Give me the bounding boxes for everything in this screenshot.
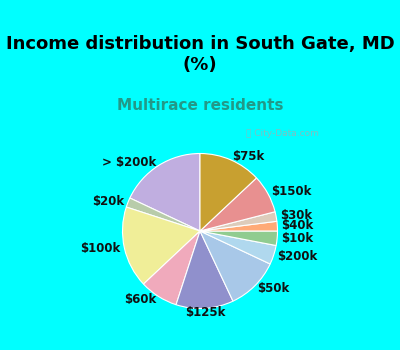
Text: $75k: $75k — [232, 150, 264, 163]
Wedge shape — [200, 154, 256, 231]
Text: $125k: $125k — [185, 306, 225, 319]
Text: ⓘ City-Data.com: ⓘ City-Data.com — [246, 129, 319, 138]
Text: $20k: $20k — [92, 195, 124, 208]
Text: Income distribution in South Gate, MD
(%): Income distribution in South Gate, MD (%… — [6, 35, 394, 74]
Text: $200k: $200k — [277, 250, 318, 262]
Wedge shape — [200, 178, 275, 231]
Wedge shape — [130, 154, 200, 231]
Text: $50k: $50k — [258, 282, 290, 295]
Wedge shape — [200, 231, 278, 245]
Text: $60k: $60k — [124, 293, 156, 306]
Wedge shape — [126, 198, 200, 231]
Text: > $200k: > $200k — [102, 156, 156, 169]
Text: $10k: $10k — [281, 232, 313, 245]
Text: Multirace residents: Multirace residents — [117, 98, 283, 113]
Text: $100k: $100k — [80, 242, 120, 255]
Wedge shape — [200, 231, 276, 264]
Wedge shape — [122, 207, 200, 284]
Wedge shape — [176, 231, 233, 308]
Wedge shape — [200, 231, 270, 301]
Text: $30k: $30k — [280, 209, 312, 222]
Text: $150k: $150k — [271, 185, 312, 198]
Wedge shape — [200, 221, 278, 231]
Wedge shape — [200, 212, 277, 231]
Text: $40k: $40k — [281, 219, 314, 232]
Wedge shape — [144, 231, 200, 305]
